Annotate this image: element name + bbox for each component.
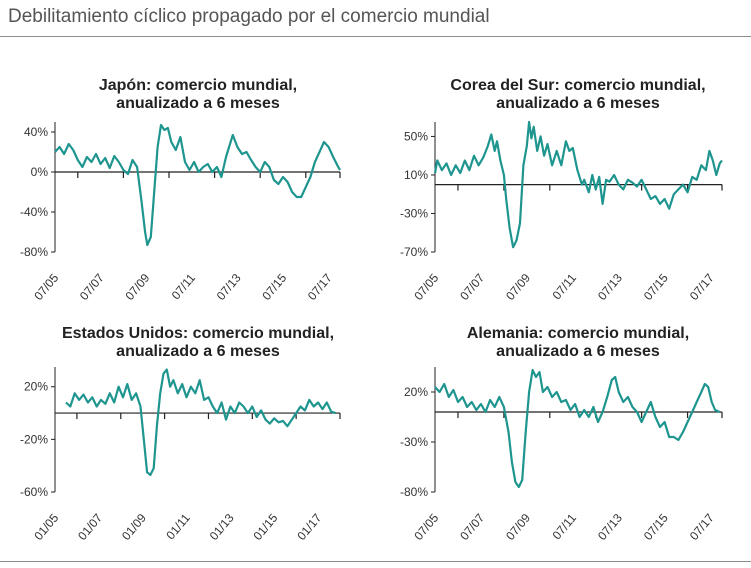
y-tick-label: 10% <box>404 168 428 182</box>
chart-panel-3: Alemania: comercio mundial,anualizado a … <box>400 325 723 543</box>
y-tick-label: 20% <box>404 385 428 399</box>
y-tick-label: -80% <box>400 485 428 499</box>
x-tick-label: 01/05 <box>31 511 61 543</box>
x-tick-label: 07/17 <box>687 511 717 543</box>
x-tick-label: 07/15 <box>641 511 671 543</box>
chart-panel-2: Estados Unidos: comercio mundial,anualiz… <box>20 325 341 543</box>
y-tick-label: -30% <box>400 435 428 449</box>
x-tick-label: 01/13 <box>207 511 237 543</box>
x-tick-label: 01/07 <box>75 511 105 543</box>
y-tick-label: 0% <box>31 165 49 179</box>
x-tick-label: 07/13 <box>214 271 244 303</box>
x-tick-label: 07/07 <box>77 271 107 303</box>
y-tick-label: -80% <box>20 245 48 259</box>
y-tick-label: -70% <box>400 245 428 259</box>
x-tick-label: 07/11 <box>550 271 580 303</box>
x-tick-label: 07/13 <box>595 271 625 303</box>
x-tick-label: 07/05 <box>411 511 441 543</box>
chart-title-line: Estados Unidos: comercio mundial, <box>62 325 334 342</box>
x-tick-label: 07/07 <box>457 511 487 543</box>
chart-title-line: Japón: comercio mundial, <box>99 77 297 94</box>
series-line <box>434 368 721 489</box>
series-line <box>54 123 341 247</box>
x-tick-label: 07/11 <box>550 511 580 543</box>
chart-title-line: anualizado a 6 meses <box>496 95 660 112</box>
x-tick-label: 07/15 <box>259 271 289 303</box>
x-tick-label: 01/15 <box>251 511 281 543</box>
y-tick-label: -20% <box>20 432 48 446</box>
x-tick-label: 01/09 <box>119 511 149 543</box>
y-tick-label: 40% <box>24 125 48 139</box>
chart-title-line: anualizado a 6 meses <box>116 95 280 112</box>
chart-title-line: Corea del Sur: comercio mundial, <box>450 77 705 94</box>
chart-title-line: anualizado a 6 meses <box>116 343 280 360</box>
series-line <box>65 368 336 476</box>
chart-panel-0: Japón: comercio mundial,anualizado a 6 m… <box>20 77 341 303</box>
y-tick-label: -60% <box>20 485 48 499</box>
y-tick-label: 50% <box>404 129 428 143</box>
x-tick-label: 01/11 <box>163 511 193 543</box>
x-tick-label: 07/05 <box>31 271 61 303</box>
x-tick-label: 07/09 <box>503 511 533 543</box>
chart-panel-1: Corea del Sur: comercio mundial,anualiza… <box>400 77 723 303</box>
y-tick-label: -40% <box>20 205 48 219</box>
chart-title-line: Alemania: comercio mundial, <box>467 325 689 342</box>
chart-title-line: anualizado a 6 meses <box>496 343 660 360</box>
x-tick-label: 07/13 <box>595 511 625 543</box>
y-tick-label: -30% <box>400 206 428 220</box>
x-tick-label: 07/05 <box>411 271 441 303</box>
y-tick-label: 20% <box>24 380 48 394</box>
series-line <box>433 120 723 249</box>
top-rule <box>0 36 751 37</box>
x-tick-label: 07/15 <box>641 271 671 303</box>
bottom-rule <box>0 561 751 562</box>
x-tick-label: 07/09 <box>122 271 152 303</box>
x-tick-label: 07/17 <box>305 271 335 303</box>
x-tick-label: 07/07 <box>457 271 487 303</box>
x-tick-label: 07/11 <box>169 271 199 303</box>
x-tick-label: 07/17 <box>687 271 717 303</box>
x-tick-label: 01/17 <box>294 511 324 543</box>
page-title: Debilitamiento cíclico propagado por el … <box>8 6 490 27</box>
x-tick-label: 07/09 <box>503 271 533 303</box>
